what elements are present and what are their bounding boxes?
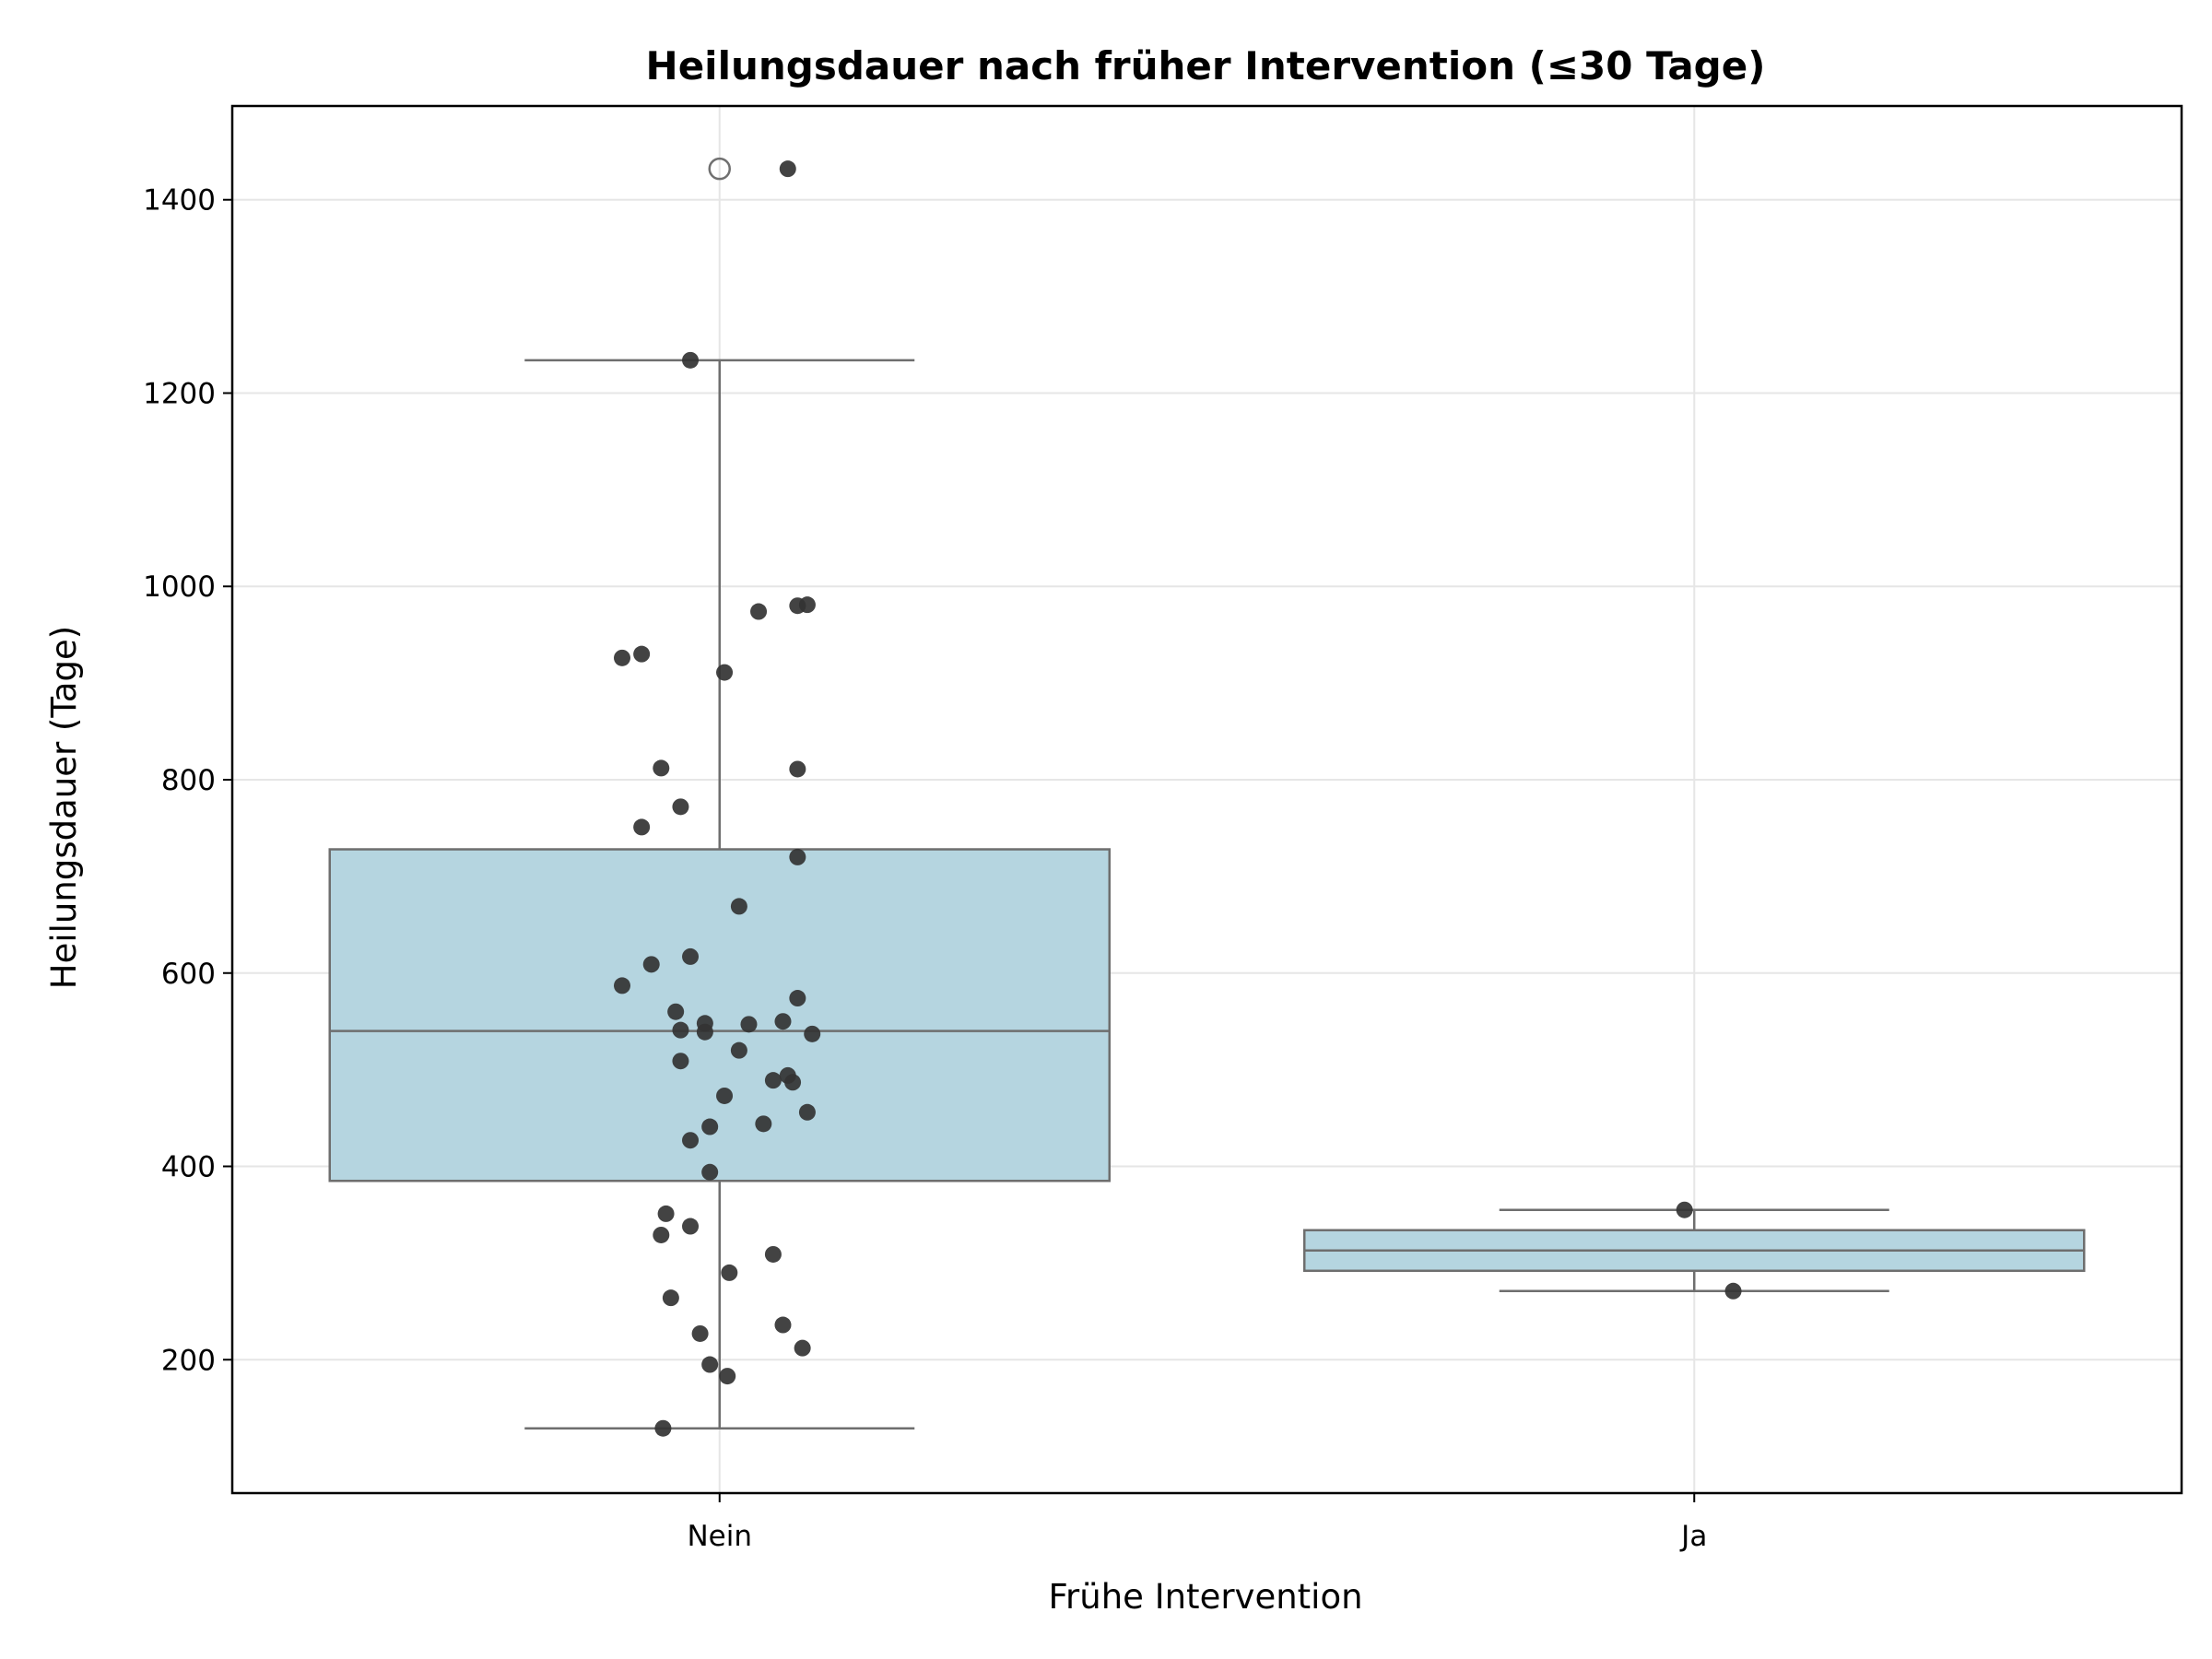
data-point-nein-9 [789,760,806,778]
data-point-nein-0 [779,160,796,178]
x-axis-label: Frühe Intervention [1048,1577,1362,1617]
data-point-nein-1 [682,351,700,369]
data-point-nein-40 [721,1264,738,1281]
plot-frame [230,104,2183,1495]
x-axis: Nein Ja [687,1493,1707,1553]
data-point-nein-17 [789,990,806,1007]
data-point-nein-25 [730,1041,747,1059]
data-point-nein-10 [672,798,689,816]
data-point-nein-44 [794,1339,811,1357]
data-point-nein-47 [654,1419,672,1437]
data-point-nein-21 [740,1016,758,1033]
data-point-nein-4 [750,603,768,620]
flier-nein-0 [708,157,731,181]
data-point-nein-24 [804,1025,821,1042]
data-point-nein-19 [774,1013,792,1030]
y-tick-label-800: 800 [161,764,216,797]
data-point-nein-15 [642,956,660,973]
y-tick-label-600: 600 [161,958,216,991]
data-point-nein-8 [653,759,670,777]
y-axis-label: Heilungsdauer (Tage) [44,626,84,989]
chart-title: Heilungsdauer nach früher Intervention (… [646,43,1766,88]
data-point-nein-36 [657,1205,675,1222]
box-body-nein [328,848,1111,1182]
points [614,160,1742,1437]
data-point-nein-5 [633,645,651,663]
data-point-nein-34 [682,1132,700,1149]
data-point-nein-31 [798,1103,816,1121]
data-point-nein-12 [789,848,806,865]
data-point-nein-14 [682,947,700,965]
data-point-ja-48 [1676,1201,1693,1218]
boxes [328,157,2086,1430]
data-point-nein-32 [755,1115,772,1133]
data-point-nein-41 [662,1289,679,1307]
data-point-nein-46 [719,1368,736,1385]
y-tick-label-400: 400 [161,1151,216,1184]
y-tick-label-1200: 1200 [143,377,216,410]
data-point-nein-30 [716,1087,734,1104]
y-tick-label-200: 200 [161,1344,216,1377]
box-ja [1303,1208,2086,1293]
data-point-nein-33 [701,1118,719,1135]
data-point-nein-28 [764,1072,782,1089]
y-tick-label-1000: 1000 [143,571,216,604]
x-tick-label-nein: Nein [687,1520,752,1553]
data-point-nein-42 [774,1316,792,1334]
data-point-nein-43 [691,1324,709,1342]
data-point-nein-23 [696,1023,713,1041]
y-tick-label-1400: 1400 [143,184,216,218]
data-point-nein-11 [633,818,651,836]
data-point-nein-16 [614,977,630,994]
data-point-nein-39 [764,1245,782,1263]
data-point-nein-26 [672,1053,689,1070]
data-point-nein-22 [672,1021,689,1039]
box-nein [328,157,1111,1430]
data-point-nein-7 [716,664,734,681]
data-point-nein-38 [653,1226,670,1243]
data-point-ja-49 [1724,1282,1742,1300]
data-point-nein-29 [784,1074,802,1091]
data-point-nein-45 [701,1356,719,1373]
data-point-nein-6 [614,649,630,666]
data-point-nein-3 [789,597,806,615]
data-point-nein-13 [730,898,747,915]
data-point-nein-37 [682,1218,700,1235]
y-axis: 200 400 600 800 1000 1200 1400 [143,184,232,1377]
data-point-nein-18 [667,1003,685,1020]
x-tick-label-ja: Ja [1679,1520,1707,1553]
data-point-nein-35 [701,1163,719,1181]
